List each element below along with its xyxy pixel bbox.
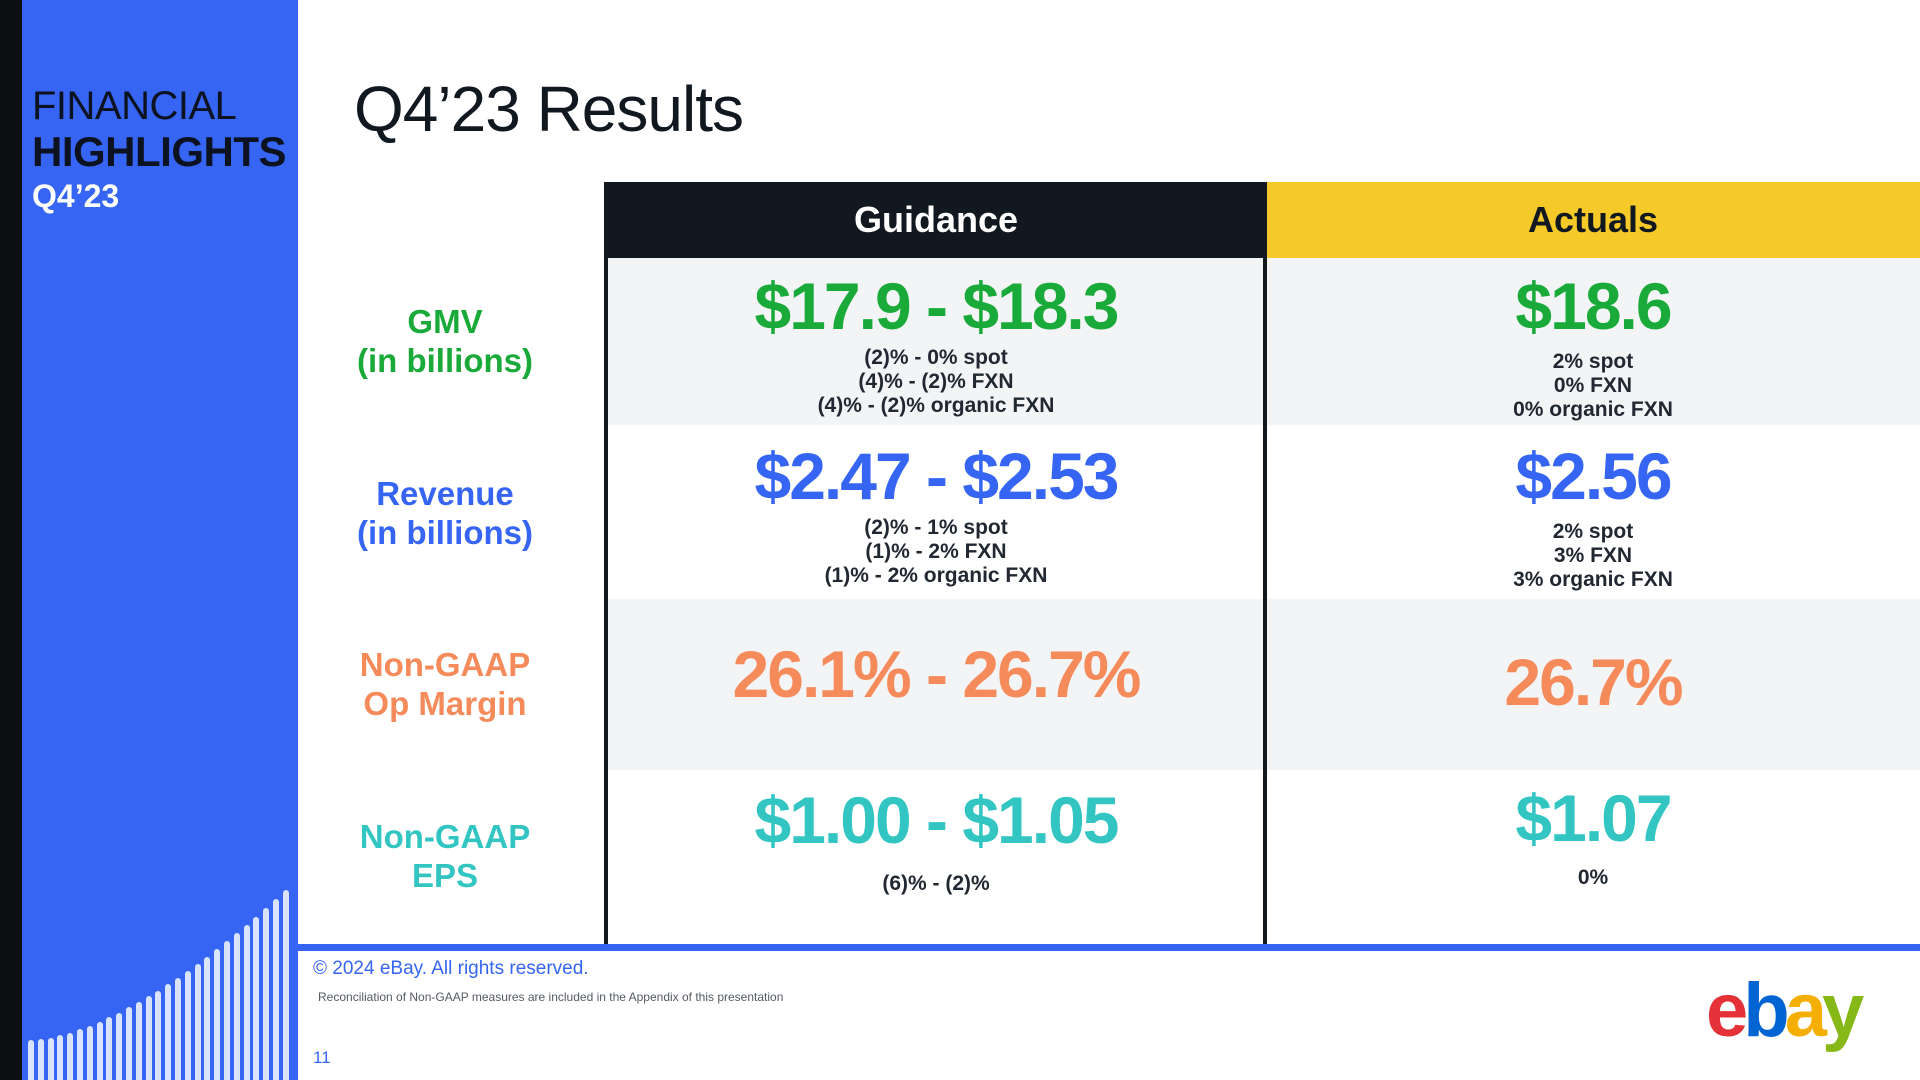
copyright-text: © 2024 eBay. All rights reserved. [313, 958, 589, 979]
row-label-eps: Non-GAAP EPS [359, 818, 531, 894]
decorative-bar [263, 908, 270, 1080]
eps-actual-value: $1.07 [1515, 781, 1672, 855]
page-number: 11 [313, 1048, 331, 1067]
decorative-bar [243, 925, 250, 1080]
row-label-op-margin: Non-GAAP Op Margin [359, 646, 531, 722]
footer-divider [298, 944, 1920, 951]
footnote-text: Reconciliation of Non-GAAP measures are … [318, 990, 784, 1004]
eps-guidance-value: $1.00 - $1.05 [754, 783, 1120, 857]
op-margin-actual-value: 26.7% [1504, 645, 1683, 719]
decorative-bar [194, 964, 201, 1080]
decorative-bar [116, 1012, 123, 1080]
gmv-actual-detail: 2% spot 0% FXN 0% organic FXN [1513, 350, 1673, 421]
eps-guidance-cell: $1.00 - $1.05 (6)% - (2)% [606, 782, 1266, 896]
decorative-bar [214, 949, 221, 1080]
gmv-guidance-value: $17.9 - $18.3 [754, 269, 1120, 343]
ebay-logo: ebay [1706, 968, 1864, 1053]
eps-actual-detail: 0% [1577, 866, 1609, 889]
decorative-bar [135, 1002, 142, 1080]
revenue-guidance-cell: $2.47 - $2.53 (2)% - 1% spot (1)% - 2% F… [606, 438, 1266, 588]
op-margin-actual-cell: 26.7% [1266, 644, 1920, 720]
section-title-highlights: HIGHLIGHTS [32, 128, 287, 175]
revenue-actual-value: $2.56 [1515, 439, 1672, 513]
actuals-column-header: Actuals [1266, 182, 1920, 258]
decorative-bar [175, 977, 181, 1080]
decorative-bar [67, 1032, 74, 1080]
decorative-bar [57, 1035, 64, 1080]
eps-actual-cell: $1.07 0% [1266, 780, 1920, 890]
section-sidebar: FINANCIAL HIGHLIGHTS Q4’23 [22, 0, 298, 1080]
gmv-actual-value: $18.6 [1515, 269, 1672, 343]
decorative-bar [77, 1029, 83, 1080]
decorative-bar [233, 933, 240, 1080]
revenue-actual-cell: $2.56 2% spot 3% FXN 3% organic FXN [1266, 438, 1920, 592]
revenue-guidance-value: $2.47 - $2.53 [754, 439, 1120, 513]
slide-title: Q4’23 Results [354, 73, 744, 145]
decorative-bar [155, 990, 162, 1080]
decorative-bar [273, 899, 279, 1080]
table-left-border [604, 182, 608, 946]
decorative-bar [47, 1037, 54, 1080]
eps-guidance-detail: (6)% - (2)% [882, 872, 990, 895]
decorative-bar [37, 1039, 44, 1080]
op-margin-guidance-cell: 26.1% - 26.7% [606, 636, 1266, 712]
decorative-bar [165, 984, 172, 1080]
decorative-bar [184, 971, 191, 1080]
section-title-financial: FINANCIAL [32, 84, 237, 128]
decorative-bar [126, 1007, 132, 1080]
decorative-bar [145, 996, 152, 1080]
row-label-revenue: Revenue (in billions) [357, 475, 533, 551]
gmv-guidance-detail: (2)% - 0% spot (4)% - (2)% FXN (4)% - (2… [817, 346, 1055, 417]
revenue-actual-detail: 2% spot 3% FXN 3% organic FXN [1513, 520, 1673, 591]
decorative-bar [282, 890, 289, 1080]
decorative-bar [28, 1040, 34, 1080]
left-black-strip [0, 0, 22, 1080]
decorative-bar [96, 1021, 103, 1080]
op-margin-guidance-value: 26.1% - 26.7% [732, 637, 1142, 711]
section-period: Q4’23 [32, 178, 120, 214]
guidance-column-header: Guidance [606, 182, 1266, 258]
gmv-guidance-cell: $17.9 - $18.3 (2)% - 0% spot (4)% - (2)%… [606, 268, 1266, 418]
decorative-bar [253, 916, 260, 1080]
table-column-divider [1263, 182, 1267, 946]
decorative-bar [106, 1017, 113, 1080]
revenue-guidance-detail: (2)% - 1% spot (1)% - 2% FXN (1)% - 2% o… [824, 516, 1048, 587]
row-label-gmv: GMV (in billions) [357, 303, 533, 379]
decorative-bar [224, 941, 230, 1080]
decorative-bar-graphic [28, 880, 298, 1080]
gmv-actual-cell: $18.6 2% spot 0% FXN 0% organic FXN [1266, 268, 1920, 422]
decorative-bar [204, 956, 211, 1080]
decorative-bar [86, 1025, 93, 1080]
